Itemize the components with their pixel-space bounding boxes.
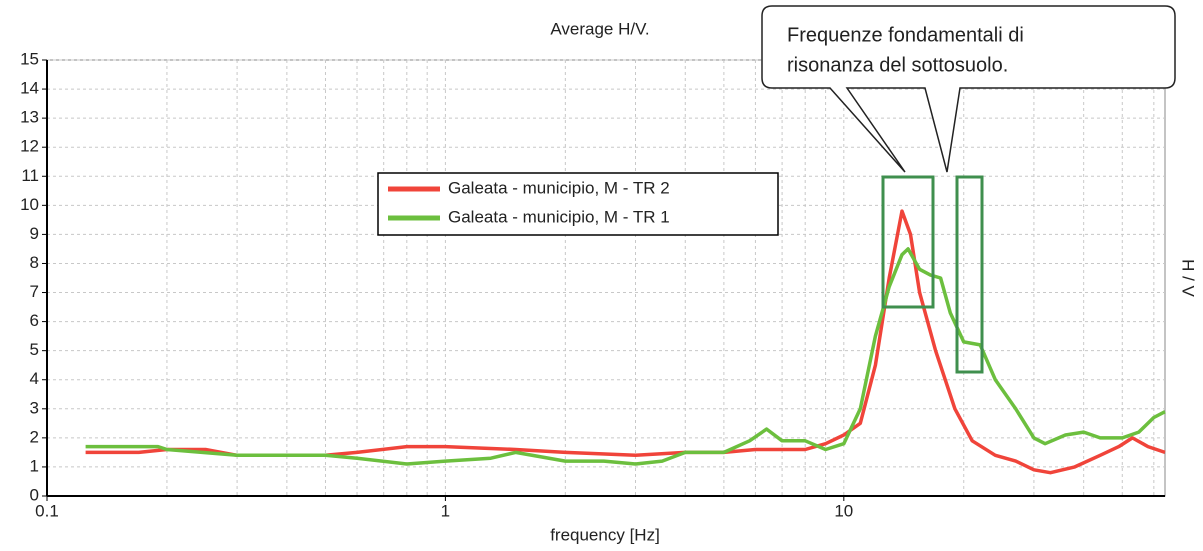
y-tick-label: 2	[30, 427, 39, 446]
legend-label: Galeata - municipio, M - TR 2	[448, 178, 670, 197]
highlight-box	[881, 175, 935, 309]
highlight-box	[955, 175, 984, 374]
y-tick-label: 3	[30, 398, 39, 417]
y-tick-label: 12	[20, 137, 39, 156]
y-tick-label: 5	[30, 340, 39, 359]
y-tick-label: 6	[30, 311, 39, 330]
series-line	[85, 247, 1166, 466]
y-axis-label: H / V	[1179, 259, 1198, 297]
x-tick-label: 1	[441, 501, 450, 520]
y-tick-label: 10	[20, 195, 39, 214]
plot-background	[46, 59, 1166, 497]
x-axis-label: frequency [Hz]	[550, 525, 660, 544]
chart-title: Average H/V.	[550, 19, 649, 38]
callout	[761, 5, 1176, 173]
y-tick-label: 14	[20, 79, 39, 98]
callout-text: Frequenze fondamentali di	[787, 24, 1024, 46]
legend-box	[377, 172, 779, 236]
callout-text: risonanza del sottosuolo.	[787, 54, 1008, 76]
x-tick-label: 0.1	[35, 501, 59, 520]
series-line	[85, 209, 1166, 475]
y-tick-label: 8	[30, 253, 39, 272]
y-tick-label: 1	[30, 456, 39, 475]
y-tick-label: 4	[30, 369, 39, 388]
y-tick-label: 0	[30, 485, 39, 504]
legend-label: Galeata - municipio, M - TR 1	[448, 207, 670, 226]
y-tick-label: 13	[20, 108, 39, 127]
y-tick-label: 9	[30, 224, 39, 243]
y-tick-label: 7	[30, 282, 39, 301]
x-tick-label: 10	[834, 501, 853, 520]
y-tick-label: 11	[21, 166, 39, 185]
y-tick-label: 15	[20, 49, 39, 68]
